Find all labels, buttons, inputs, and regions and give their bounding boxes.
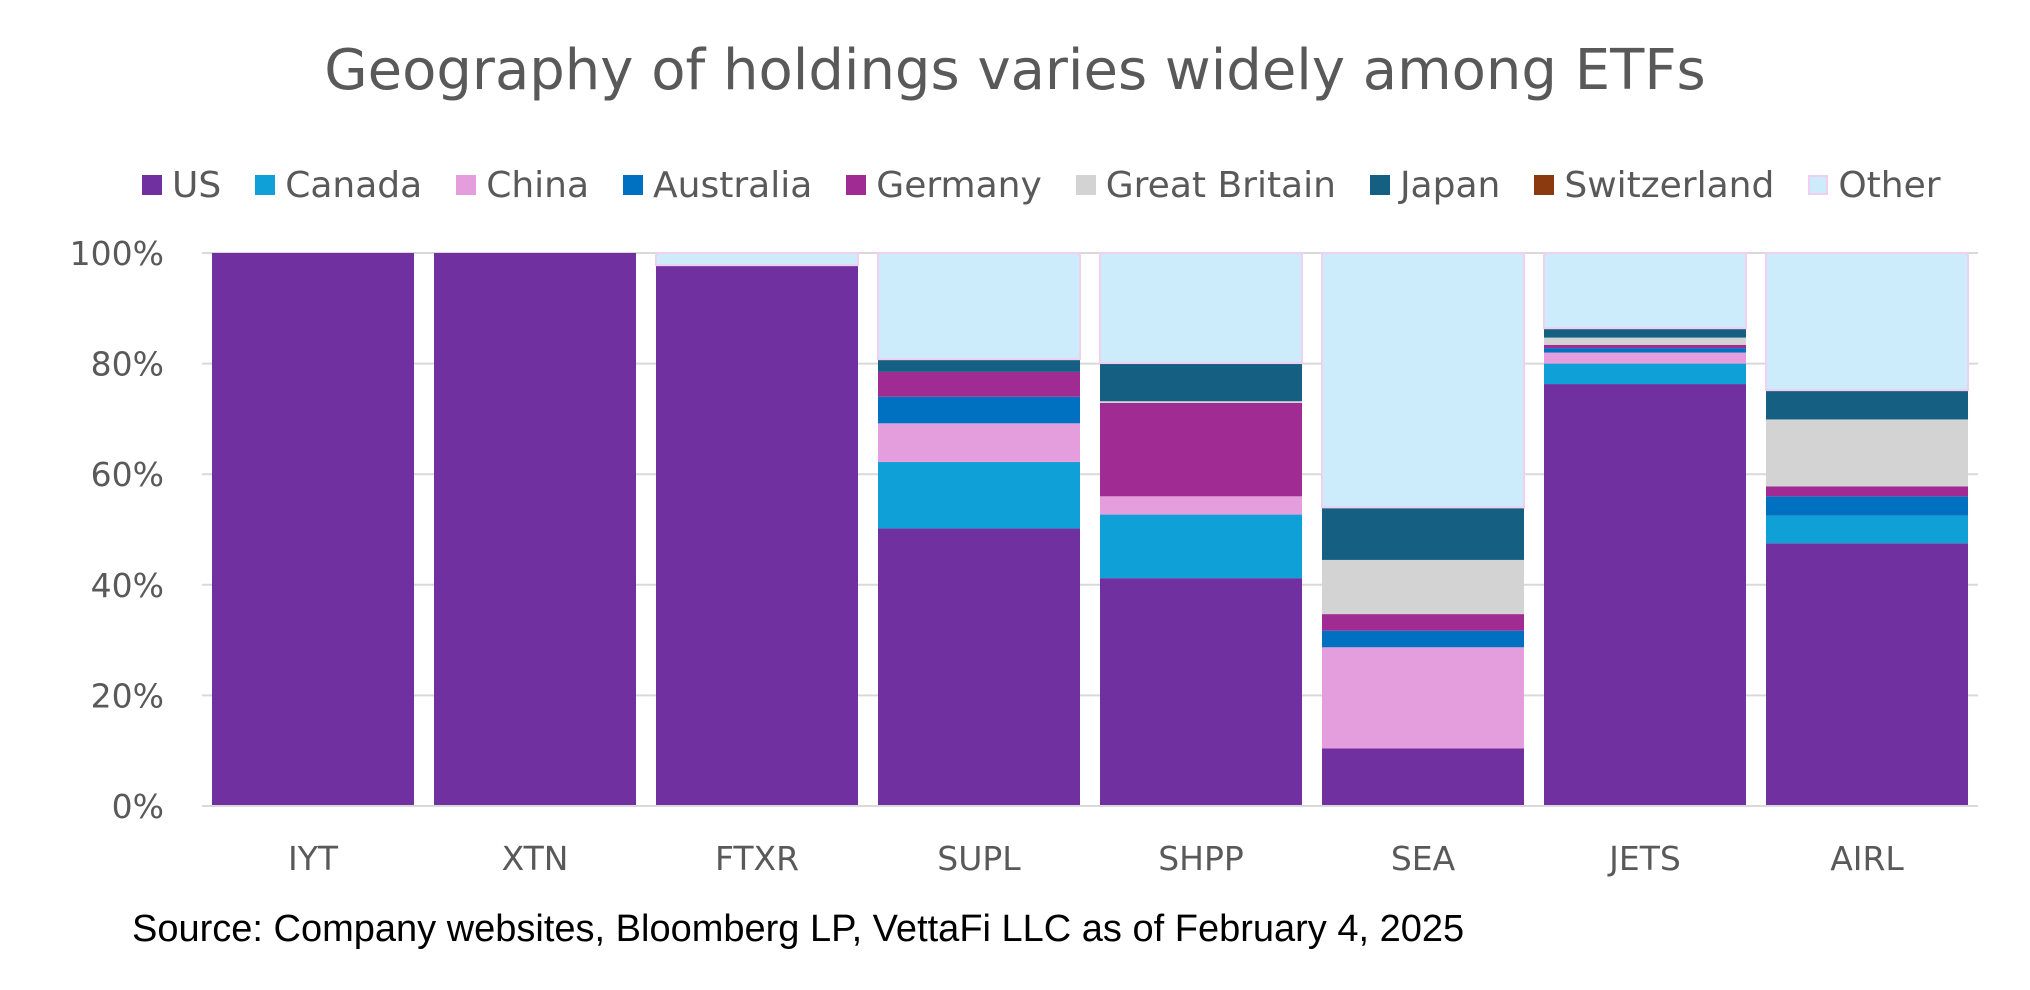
legend-label: Japan bbox=[1399, 164, 1501, 206]
legend-swatch-japan bbox=[1369, 175, 1390, 195]
bar-sea-australia bbox=[1321, 630, 1525, 648]
legend-label: China bbox=[486, 164, 590, 206]
legend-label: Switzerland bbox=[1564, 164, 1775, 206]
bar-airl-great-britain bbox=[1765, 419, 1969, 487]
bar-shpp-us bbox=[1099, 578, 1303, 806]
legend-label: US bbox=[172, 164, 222, 206]
legend-label: Australia bbox=[653, 164, 813, 206]
bar-airl-other bbox=[1764, 252, 1970, 392]
legend-item-great-britain: Great Britain bbox=[1075, 164, 1336, 206]
axes: 0% 20% 40% 60% 80% 100% IYT XTN FTXR SUPL SHPP SEA J… bbox=[70, 234, 1978, 878]
x-tick-label: JETS bbox=[1607, 839, 1681, 878]
bar-shpp-other bbox=[1098, 252, 1304, 365]
y-tick-label: 100% bbox=[70, 234, 164, 273]
legend-swatch-switzerland bbox=[1534, 175, 1555, 195]
bar-shpp-great-britain bbox=[1099, 401, 1303, 403]
bar-supl-australia bbox=[877, 396, 1081, 424]
bar-jets-canada bbox=[1543, 363, 1747, 385]
legend-item-germany: Germany bbox=[846, 164, 1042, 206]
legend-swatch-canada bbox=[255, 175, 276, 195]
bar-sea-japan bbox=[1321, 507, 1525, 560]
legend-swatch-germany bbox=[846, 175, 867, 195]
legend-item-other: Other bbox=[1808, 164, 1941, 206]
bar-supl-japan bbox=[877, 359, 1081, 372]
bar-shpp-germany bbox=[1099, 402, 1303, 497]
bar-jets-japan bbox=[1543, 328, 1747, 338]
legend-swatch-other bbox=[1808, 175, 1829, 195]
bar-airl-us bbox=[1765, 543, 1969, 806]
bar-supl-other bbox=[876, 252, 1082, 361]
legend-label: Great Britain bbox=[1105, 164, 1336, 206]
y-tick-label: 80% bbox=[91, 345, 164, 384]
legend-swatch-china bbox=[456, 175, 477, 195]
legend-item-us: US bbox=[142, 165, 221, 206]
bar-shpp-canada bbox=[1099, 514, 1303, 579]
bar-sea-great-britain bbox=[1321, 559, 1525, 615]
chart-title: Geography of holdings varies widely amon… bbox=[324, 38, 1706, 103]
legend: US Canada China Australia Germany Great Brita… bbox=[142, 162, 1941, 208]
bar-supl-us bbox=[877, 528, 1081, 806]
bars bbox=[211, 252, 1970, 806]
bar-airl-japan bbox=[1765, 390, 1969, 420]
x-tick-label: SHPP bbox=[1158, 839, 1244, 878]
x-tick-label: FTXR bbox=[715, 839, 799, 878]
bar-supl-germany bbox=[877, 371, 1081, 397]
legend-swatch-us bbox=[142, 175, 162, 195]
legend-item-china: China bbox=[456, 165, 589, 206]
x-tick-label: AIRL bbox=[1830, 839, 1904, 878]
bar-ftxr-us bbox=[655, 265, 859, 806]
y-tick-label: 40% bbox=[91, 566, 164, 605]
x-tick-label: XTN bbox=[502, 839, 569, 878]
bar-airl-canada bbox=[1765, 515, 1969, 544]
legend-swatch-great-britain bbox=[1075, 175, 1096, 195]
y-tick-label: 20% bbox=[91, 676, 164, 715]
y-tick-label: 60% bbox=[91, 455, 164, 494]
x-tick-label: SUPL bbox=[937, 839, 1021, 878]
bar-jets-china bbox=[1543, 352, 1747, 364]
legend-item-japan: Japan bbox=[1369, 164, 1501, 206]
legend-label: Germany bbox=[876, 164, 1042, 206]
bar-jets-us bbox=[1543, 384, 1747, 806]
bar-sea-us bbox=[1321, 748, 1525, 806]
legend-item-switzerland: Switzerland bbox=[1534, 165, 1774, 206]
bar-jets-australia bbox=[1543, 348, 1747, 353]
bar-shpp-china bbox=[1099, 496, 1303, 515]
bar-sea-germany bbox=[1321, 614, 1525, 631]
y-tick-label: 0% bbox=[112, 787, 164, 826]
bar-airl-germany bbox=[1765, 486, 1969, 497]
bar-sea-china bbox=[1321, 647, 1525, 749]
bar-jets-great-britain bbox=[1543, 337, 1747, 345]
bar-supl-china bbox=[877, 423, 1081, 463]
x-tick-label: IYT bbox=[288, 839, 339, 878]
bar-shpp-japan bbox=[1099, 363, 1303, 402]
x-tick-label: SEA bbox=[1391, 839, 1456, 878]
legend-swatch-australia bbox=[623, 175, 644, 195]
bar-jets-other bbox=[1542, 252, 1748, 330]
legend-label: Other bbox=[1838, 164, 1941, 206]
bar-iyt-us bbox=[211, 253, 415, 806]
legend-item-australia: Australia bbox=[623, 165, 812, 206]
bar-xtn-us bbox=[433, 253, 637, 806]
bar-jets-germany bbox=[1543, 344, 1747, 349]
legend-item-canada: Canada bbox=[255, 165, 422, 206]
bar-supl-canada bbox=[877, 462, 1081, 529]
source-note: Source: Company websites, Bloomberg LP, … bbox=[132, 908, 1465, 950]
legend-label: Canada bbox=[285, 164, 423, 206]
bar-sea-other bbox=[1320, 252, 1526, 509]
bar-ftxr-other bbox=[654, 252, 860, 267]
bar-airl-australia bbox=[1765, 496, 1969, 516]
